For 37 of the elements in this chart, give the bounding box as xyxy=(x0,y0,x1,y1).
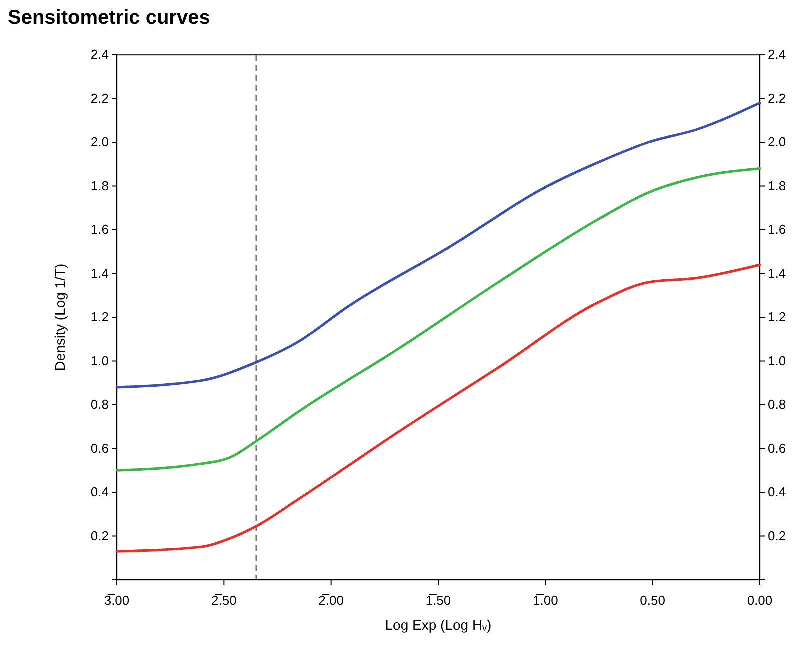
y-tick-label: 1.8 xyxy=(90,178,109,194)
y2-tick-label: 0.4 xyxy=(768,484,786,500)
y2-tick-label: 2.4 xyxy=(768,47,786,62)
y2-tick-label: 2.2 xyxy=(768,90,786,106)
x-tick-label: 3̅.00 xyxy=(104,592,130,608)
line-series xyxy=(116,102,762,389)
y-tick-label: 2.4 xyxy=(90,47,109,62)
y-tick-label: 1.6 xyxy=(90,222,109,238)
x-axis-title: Log Exp (Log Hᵥ) xyxy=(385,617,492,633)
x-tick-label: 1̅.00 xyxy=(533,592,558,608)
x-tick-label: 0.00 xyxy=(747,592,773,608)
y-tick-label: 2.2 xyxy=(90,90,109,106)
y-tick-label: 1.2 xyxy=(90,310,109,325)
y2-tick-label: 1.4 xyxy=(768,266,786,281)
chart-title: Sensitometric curves xyxy=(8,7,210,29)
y2-tick-label: 1.0 xyxy=(768,353,786,368)
x-tick-label: 2̅.00 xyxy=(318,592,344,608)
x-tick-label: 2̅.50 xyxy=(212,592,237,608)
y-tick-label: 0.6 xyxy=(90,440,109,456)
y2-tick-label: 0.2 xyxy=(768,528,786,544)
x-tick-label: 0.50 xyxy=(640,592,666,608)
y-tick-label: 0.8 xyxy=(90,397,109,412)
y-tick-label: 0.4 xyxy=(90,484,109,500)
y-tick-label: 1.4 xyxy=(90,266,109,281)
y-tick-label: 1.0 xyxy=(90,353,109,368)
y2-tick-label: 2.0 xyxy=(768,134,786,150)
y-tick-label: 2.0 xyxy=(90,134,109,150)
y2-tick-label: 1.8 xyxy=(768,178,786,194)
line-series xyxy=(116,168,762,472)
y2-tick-label: 1.6 xyxy=(768,222,786,238)
x-tick-label: 1̅.50 xyxy=(426,592,452,608)
y2-tick-label: 0.6 xyxy=(768,440,786,456)
y-axis-title: Density (Log 1/T) xyxy=(52,264,68,372)
line-series xyxy=(116,264,762,553)
y2-tick-label: 1.2 xyxy=(768,310,786,325)
y2-tick-label: 0.8 xyxy=(768,397,786,412)
y-tick-label: 0.2 xyxy=(90,528,109,544)
